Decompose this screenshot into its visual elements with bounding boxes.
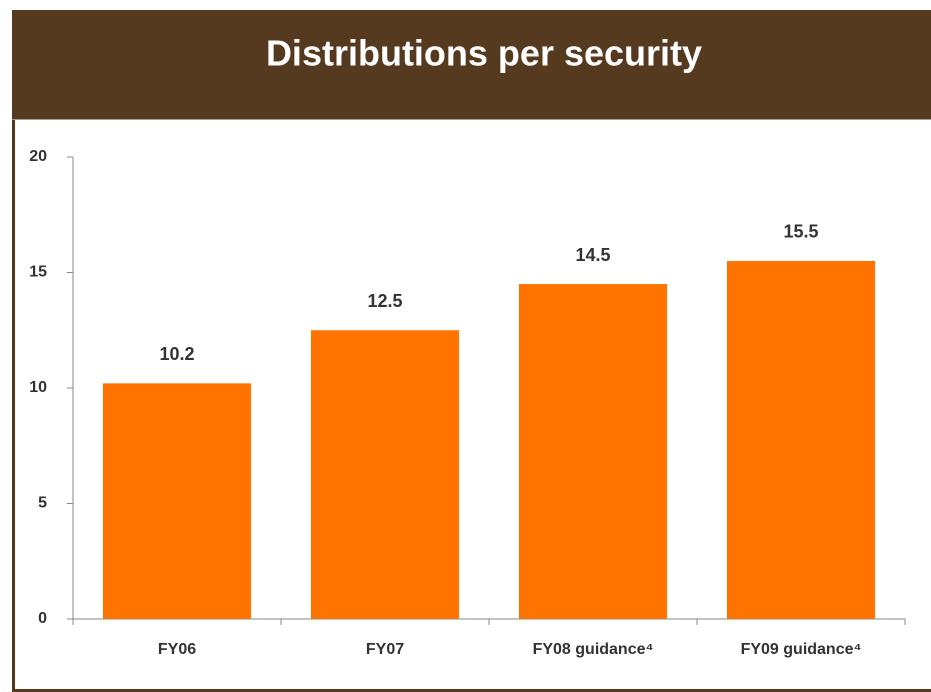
chart-title: Distributions per security (266, 33, 702, 74)
y-tick-label: 15 (29, 264, 47, 281)
data-label: 10.2 (159, 344, 194, 364)
data-label: 14.5 (575, 245, 610, 265)
data-label: 12.5 (367, 291, 402, 311)
bar (726, 260, 876, 619)
x-tick-label: FY09 guidance⁴ (741, 641, 862, 658)
x-tick-label: FY06 (158, 641, 196, 658)
left-border (12, 120, 15, 692)
data-label: 15.5 (783, 222, 818, 242)
y-tick-label: 20 (29, 148, 47, 165)
bar (102, 383, 252, 619)
x-tick-label: FY08 guidance⁴ (533, 641, 654, 658)
y-tick-label: 10 (29, 379, 47, 396)
y-tick-label: 0 (38, 610, 47, 627)
bottom-border (12, 689, 931, 692)
x-tick-label: FY07 (366, 641, 404, 658)
bar (310, 330, 460, 619)
bar (518, 284, 668, 619)
y-tick-label: 5 (38, 495, 47, 512)
header-band (12, 10, 931, 120)
